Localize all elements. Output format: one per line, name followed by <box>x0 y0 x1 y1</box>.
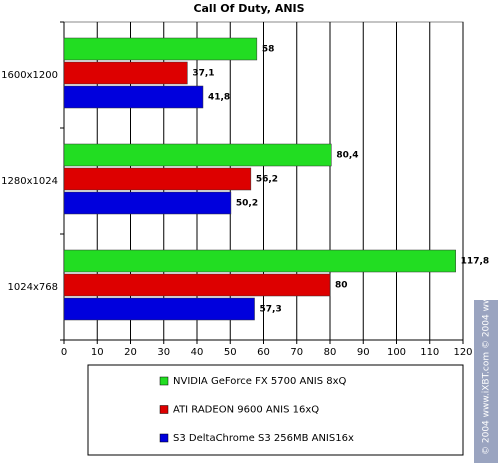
legend-swatch <box>159 376 169 386</box>
legend-swatch <box>159 405 169 414</box>
watermark-bg <box>474 300 498 463</box>
x-tick-label: 0 <box>61 347 67 358</box>
bar <box>63 61 188 85</box>
value-label: 50,2 <box>236 199 258 209</box>
x-tick-label: 60 <box>257 347 270 358</box>
value-label: 37,1 <box>192 69 214 79</box>
value-label: 57,3 <box>260 305 282 315</box>
x-tick-label: 80 <box>324 347 337 358</box>
legend-label: ATI RADEON 9600 ANIS 16xQ <box>173 405 319 416</box>
value-label: 80,4 <box>336 151 358 161</box>
chart-title: Call Of Duty, ANIS <box>193 2 304 15</box>
x-tick-label: 70 <box>290 347 303 358</box>
x-tick-label: 100 <box>387 347 406 358</box>
value-label: 80 <box>335 281 348 291</box>
legend-swatch <box>159 433 169 443</box>
bar <box>63 273 331 297</box>
y-tick-label: 1600x1200 <box>1 70 58 81</box>
bar <box>63 297 255 321</box>
legend-box <box>87 364 464 456</box>
value-label: 58 <box>262 45 275 55</box>
y-tick-label: 1280x1024 <box>1 176 58 187</box>
x-tick-label: 50 <box>224 347 237 358</box>
value-label: 41,8 <box>208 93 230 103</box>
x-tick-label: 90 <box>357 347 370 358</box>
x-tick-label: 110 <box>420 347 439 358</box>
x-tick-label: 20 <box>124 347 137 358</box>
value-label: 117,8 <box>461 257 489 267</box>
legend-label: S3 DeltaChrome S3 256MB ANIS16x <box>173 433 354 444</box>
x-tick-label: 10 <box>91 347 104 358</box>
bar <box>63 249 456 273</box>
watermark: © 2004 www.iXBT.com © 2004 www.Digit-Lif… <box>482 225 492 455</box>
x-tick-label: 120 <box>453 347 472 358</box>
bar <box>63 85 204 109</box>
value-label: 56,2 <box>256 175 278 185</box>
x-tick-label: 30 <box>157 347 170 358</box>
bar <box>63 167 252 191</box>
bar <box>63 191 232 215</box>
y-tick-label: 1024x768 <box>8 282 58 293</box>
bar <box>63 37 258 61</box>
x-tick-label: 40 <box>191 347 204 358</box>
legend-label: NVIDIA GeForce FX 5700 ANIS 8xQ <box>173 376 347 387</box>
bar <box>63 143 332 167</box>
